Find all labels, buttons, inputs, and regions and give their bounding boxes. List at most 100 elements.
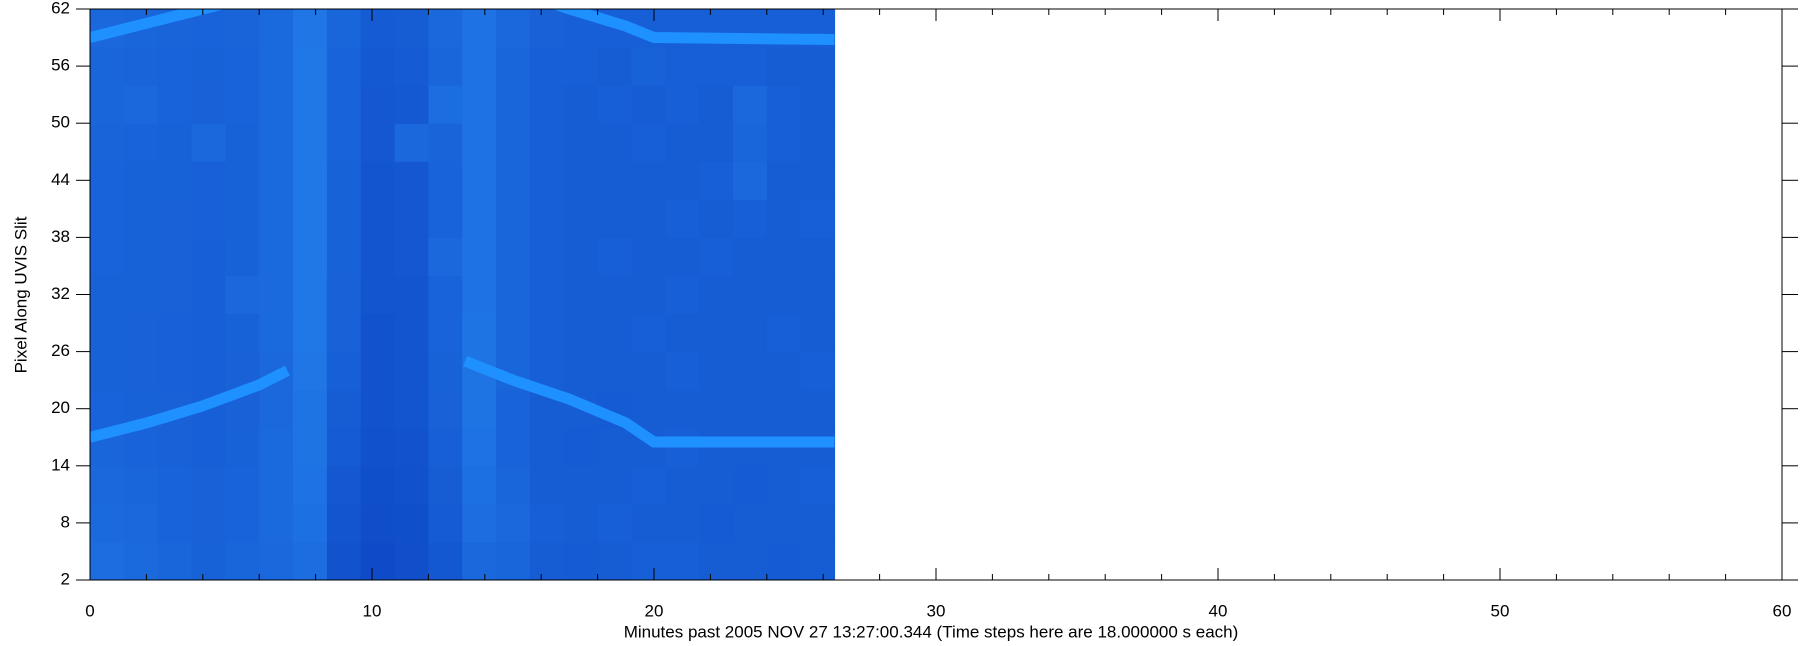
heatmap-cell (293, 161, 328, 200)
heatmap-cell (732, 503, 768, 543)
heatmap-cell (157, 275, 193, 315)
heatmap-cell (394, 389, 429, 429)
heatmap-cell (90, 313, 125, 353)
heatmap-cell (428, 465, 463, 505)
heatmap-cell (597, 465, 633, 505)
heatmap-cell (597, 427, 633, 467)
heatmap-cell (123, 275, 159, 315)
heatmap-cell (766, 389, 802, 429)
heatmap-cell (800, 123, 836, 162)
heatmap-cell (529, 503, 565, 543)
heatmap-cell (699, 503, 734, 543)
heatmap-cell (462, 123, 497, 162)
heatmap-cell (563, 85, 599, 124)
heatmap-cell (428, 237, 463, 277)
heatmap-cell (157, 313, 193, 353)
heatmap-cell (157, 237, 193, 277)
heatmap-cell (123, 47, 159, 86)
heatmap-cell (225, 427, 260, 467)
x-tick-label: 10 (363, 601, 382, 620)
heatmap-cell (428, 275, 463, 315)
heatmap-cell (496, 313, 531, 353)
heatmap-cell (326, 313, 362, 353)
heatmap-cell (225, 85, 260, 124)
heatmap-cell (293, 465, 328, 505)
heatmap-cell (157, 85, 193, 124)
heatmap-cell (462, 427, 497, 467)
heatmap-cell (496, 123, 531, 162)
heatmap-cell (293, 275, 328, 315)
heatmap-cell (428, 123, 463, 162)
heatmap-cell (259, 199, 294, 238)
heatmap-cell (123, 503, 159, 543)
heatmap-cell (360, 123, 396, 162)
heatmap-cell (732, 465, 768, 505)
heatmap-cell (259, 123, 294, 162)
x-tick-label: 20 (645, 601, 664, 620)
heatmap-cell (699, 313, 734, 353)
heatmap-cell (766, 503, 802, 543)
heatmap-cell (699, 351, 734, 391)
heatmap-cell (157, 351, 193, 391)
heatmap-cell (157, 47, 193, 86)
heatmap-cell (732, 47, 768, 86)
heatmap-cell (462, 465, 497, 505)
heatmap-cell (191, 503, 226, 543)
arc-line (90, 365, 290, 443)
heatmap-cell (157, 427, 193, 467)
heatmap-cell (563, 47, 599, 86)
heatmap-cell (157, 123, 193, 162)
heatmap-cell (293, 351, 328, 391)
x-axis-title: Minutes past 2005 NOV 27 13:27:00.344 (T… (624, 622, 1239, 641)
heatmap-cell (563, 351, 599, 391)
heatmap-cell (631, 275, 666, 315)
heatmap-cell (597, 275, 633, 315)
heatmap-cell (665, 351, 700, 391)
heatmap-cell (90, 389, 125, 429)
heatmap-cell (597, 47, 633, 86)
heatmap-cell (326, 47, 362, 86)
heatmap-cell (360, 351, 396, 391)
heatmap-cell (800, 275, 836, 315)
heatmap-cell (191, 427, 226, 467)
heatmap-cell (428, 199, 463, 238)
heatmap-cell (225, 161, 260, 200)
heatmap-cell (191, 313, 226, 353)
heatmap-cell (529, 199, 565, 238)
arc-line (90, 9, 226, 43)
y-tick-label: 2 (61, 569, 70, 588)
heatmap-cell (428, 85, 463, 124)
heatmap-cell (529, 427, 565, 467)
heatmap-cell (394, 161, 429, 200)
heatmap-cell (225, 465, 260, 505)
heatmap-cell (732, 123, 768, 162)
heatmap-cell (259, 47, 294, 86)
y-tick-label: 26 (51, 341, 70, 360)
heatmap-cell (293, 123, 328, 162)
heatmap-cell (597, 313, 633, 353)
heatmap-cell (462, 47, 497, 86)
heatmap-cell (800, 503, 836, 543)
heatmap-cell (766, 161, 802, 200)
heatmap-cell (496, 199, 531, 238)
heatmap-cell (191, 465, 226, 505)
heatmap-cell (529, 237, 565, 277)
heatmap-cell (563, 237, 599, 277)
heatmap-cell (90, 161, 125, 200)
heatmap-cell (800, 313, 836, 353)
heatmap-cell (631, 465, 666, 505)
heatmap-cell (732, 275, 768, 315)
heatmap-cell (563, 123, 599, 162)
heatmap-cell (123, 237, 159, 277)
heatmap-cell (191, 237, 226, 277)
heatmap-cell (259, 389, 294, 429)
heatmap-layer (90, 9, 836, 580)
heatmap-cell (326, 541, 362, 580)
heatmap-cell (123, 427, 159, 467)
heatmap-cell (90, 541, 125, 580)
heatmap-cell (496, 541, 531, 580)
heatmap-cell (428, 47, 463, 86)
heatmap-cell (766, 85, 802, 124)
heatmap-cell (259, 9, 294, 48)
heatmap-cell (225, 503, 260, 543)
